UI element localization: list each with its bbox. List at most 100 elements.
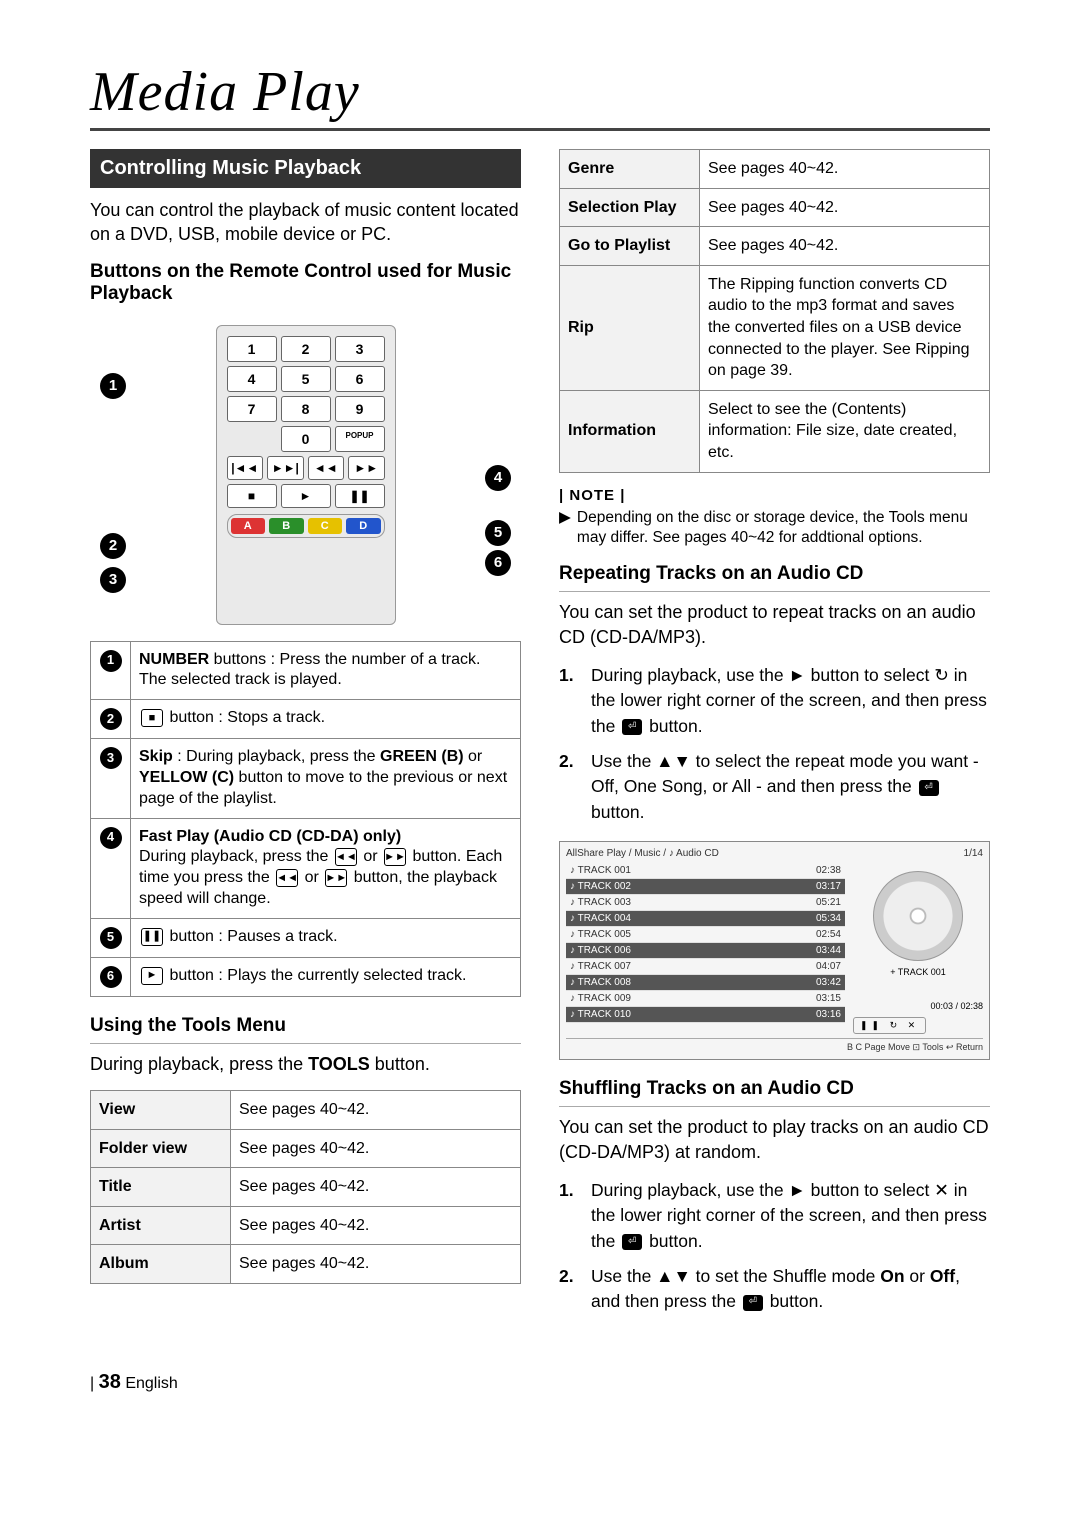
- remote-key: POPUP: [335, 426, 385, 452]
- tools-val: See pages 40~42.: [231, 1245, 521, 1284]
- tools-table: ViewSee pages 40~42.Folder viewSee pages…: [90, 1090, 521, 1284]
- tools-key: View: [91, 1091, 231, 1130]
- track-row: ♪ TRACK 01003:16: [566, 1007, 845, 1023]
- player-topbar: AllShare Play / Music / ♪ Audio CD 1/14: [566, 848, 983, 859]
- callout-1: 1: [100, 373, 126, 399]
- remote-play-key: ►: [281, 484, 331, 508]
- button-description-table: 1NUMBER buttons : Press the number of a …: [90, 641, 521, 997]
- section-controlling-music: Controlling Music Playback: [90, 149, 521, 188]
- track-row: ♪ TRACK 00803:42: [566, 975, 845, 991]
- track-row: ♪ TRACK 00405:34: [566, 911, 845, 927]
- tools-intro: During playback, press the TOOLS button.: [90, 1052, 521, 1076]
- tools-key: Folder view: [91, 1129, 231, 1168]
- remote-diagram: 1 2 3 4 5 6 1234567890POPUP |◄◄►►|◄◄►► ■…: [90, 325, 521, 625]
- player-breadcrumb: AllShare Play / Music / ♪ Audio CD: [566, 848, 719, 859]
- intro-para: You can control the playback of music co…: [90, 198, 521, 247]
- remote-play-key: ❚❚: [335, 484, 385, 508]
- btn-table-index: 2: [91, 700, 131, 739]
- shuffle-heading: Shuffling Tracks on an Audio CD: [559, 1078, 990, 1107]
- btn-table-desc: ■ button : Stops a track.: [131, 700, 521, 739]
- repeat-steps: 1.During playback, use the ► button to s…: [559, 663, 990, 825]
- shuffle-steps: 1.During playback, use the ► button to s…: [559, 1178, 990, 1315]
- step: 1.During playback, use the ► button to s…: [559, 1178, 990, 1254]
- track-row: ♪ TRACK 00603:44: [566, 943, 845, 959]
- remote-transport-key: ◄◄: [308, 456, 345, 480]
- remote-transport-key: ►►|: [267, 456, 304, 480]
- step: 1.During playback, use the ► button to s…: [559, 663, 990, 739]
- player-disc-panel: + TRACK 001 00:03 / 02:38 ❚❚ ↻ ✕: [853, 863, 983, 1034]
- remote-key: 7: [227, 396, 277, 422]
- callout-4: 4: [485, 465, 511, 491]
- note-bullet-icon: ▶: [559, 508, 571, 550]
- tools-heading: Using the Tools Menu: [90, 1015, 521, 1044]
- tools-key: Information: [560, 390, 700, 472]
- remote-key: 6: [335, 366, 385, 392]
- btn-table-index: 1: [91, 641, 131, 700]
- remote-transport-key: ►►: [348, 456, 385, 480]
- remote-play-key: ■: [227, 484, 277, 508]
- remote-color-key: C: [308, 518, 343, 534]
- remote-color-key: D: [346, 518, 381, 534]
- step: 2.Use the ▲▼ to set the Shuffle mode On …: [559, 1264, 990, 1315]
- remote-key: 3: [335, 336, 385, 362]
- btn-table-index: 3: [91, 739, 131, 818]
- remote-key: 1: [227, 336, 277, 362]
- player-bottom-bar: B C Page Move ⊡ Tools ↩ Return: [566, 1038, 983, 1053]
- tools-table-continued: GenreSee pages 40~42.Selection PlaySee p…: [559, 149, 990, 473]
- btn-table-index: 6: [91, 957, 131, 996]
- tools-val: See pages 40~42.: [231, 1206, 521, 1245]
- left-column: Controlling Music Playback You can contr…: [90, 149, 521, 1331]
- track-row: ♪ TRACK 00305:21: [566, 895, 845, 911]
- track-row: ♪ TRACK 00704:07: [566, 959, 845, 975]
- tools-val: Select to see the (Contents) information…: [700, 390, 990, 472]
- callout-5: 5: [485, 520, 511, 546]
- btn-table-index: 4: [91, 818, 131, 918]
- remote-key: 9: [335, 396, 385, 422]
- player-page-indicator: 1/14: [964, 848, 983, 859]
- btn-table-desc: Skip : During playback, press the GREEN …: [131, 739, 521, 818]
- tools-key: Album: [91, 1245, 231, 1284]
- callout-3: 3: [100, 567, 126, 593]
- remote-transport-key: |◄◄: [227, 456, 264, 480]
- remote-color-key: B: [269, 518, 304, 534]
- page-title: Media Play: [90, 60, 990, 131]
- btn-table-desc: Fast Play (Audio CD (CD-DA) only)During …: [131, 818, 521, 918]
- btn-table-desc: ► button : Plays the currently selected …: [131, 957, 521, 996]
- timecode-label: 00:03 / 02:38: [930, 1001, 983, 1011]
- remote-transport-row: |◄◄►►|◄◄►►: [227, 456, 385, 480]
- repeat-intro: You can set the product to repeat tracks…: [559, 600, 990, 649]
- now-playing-label: + TRACK 001: [890, 967, 946, 977]
- track-row: ♪ TRACK 00903:15: [566, 991, 845, 1007]
- track-row: ♪ TRACK 00203:17: [566, 879, 845, 895]
- remote-color-key: A: [231, 518, 266, 534]
- remote-key: 0: [281, 426, 331, 452]
- btn-table-desc: NUMBER buttons : Press the number of a t…: [131, 641, 521, 700]
- tools-key: Go to Playlist: [560, 227, 700, 266]
- remote-key: 8: [281, 396, 331, 422]
- right-column: GenreSee pages 40~42.Selection PlaySee p…: [559, 149, 990, 1331]
- note-label: | NOTE |: [559, 487, 990, 504]
- tools-key: Title: [91, 1168, 231, 1207]
- repeat-heading: Repeating Tracks on an Audio CD: [559, 563, 990, 592]
- footer-language: English: [125, 1375, 177, 1392]
- track-row: ♪ TRACK 00502:54: [566, 927, 845, 943]
- remote-key: 4: [227, 366, 277, 392]
- callout-2: 2: [100, 533, 126, 559]
- remote-play-row: ■►❚❚: [227, 484, 385, 508]
- tools-val: See pages 40~42.: [231, 1091, 521, 1130]
- note-body: ▶ Depending on the disc or storage devic…: [559, 508, 990, 550]
- tools-key: Artist: [91, 1206, 231, 1245]
- player-screenshot: AllShare Play / Music / ♪ Audio CD 1/14 …: [559, 841, 990, 1060]
- remote-key: 5: [281, 366, 331, 392]
- callout-6: 6: [485, 550, 511, 576]
- tools-key: Rip: [560, 265, 700, 390]
- tools-val: See pages 40~42.: [231, 1168, 521, 1207]
- remote-heading: Buttons on the Remote Control used for M…: [90, 261, 521, 311]
- two-column-layout: Controlling Music Playback You can contr…: [90, 149, 990, 1331]
- remote-color-row: ABCD: [227, 514, 385, 538]
- tools-val: See pages 40~42.: [231, 1129, 521, 1168]
- player-controls: ❚❚ ↻ ✕: [853, 1017, 926, 1034]
- manual-page: Media Play Controlling Music Playback Yo…: [0, 0, 1080, 1434]
- page-footer: | 38 English: [90, 1371, 990, 1394]
- player-tracklist: ♪ TRACK 00102:38♪ TRACK 00203:17♪ TRACK …: [566, 863, 845, 1034]
